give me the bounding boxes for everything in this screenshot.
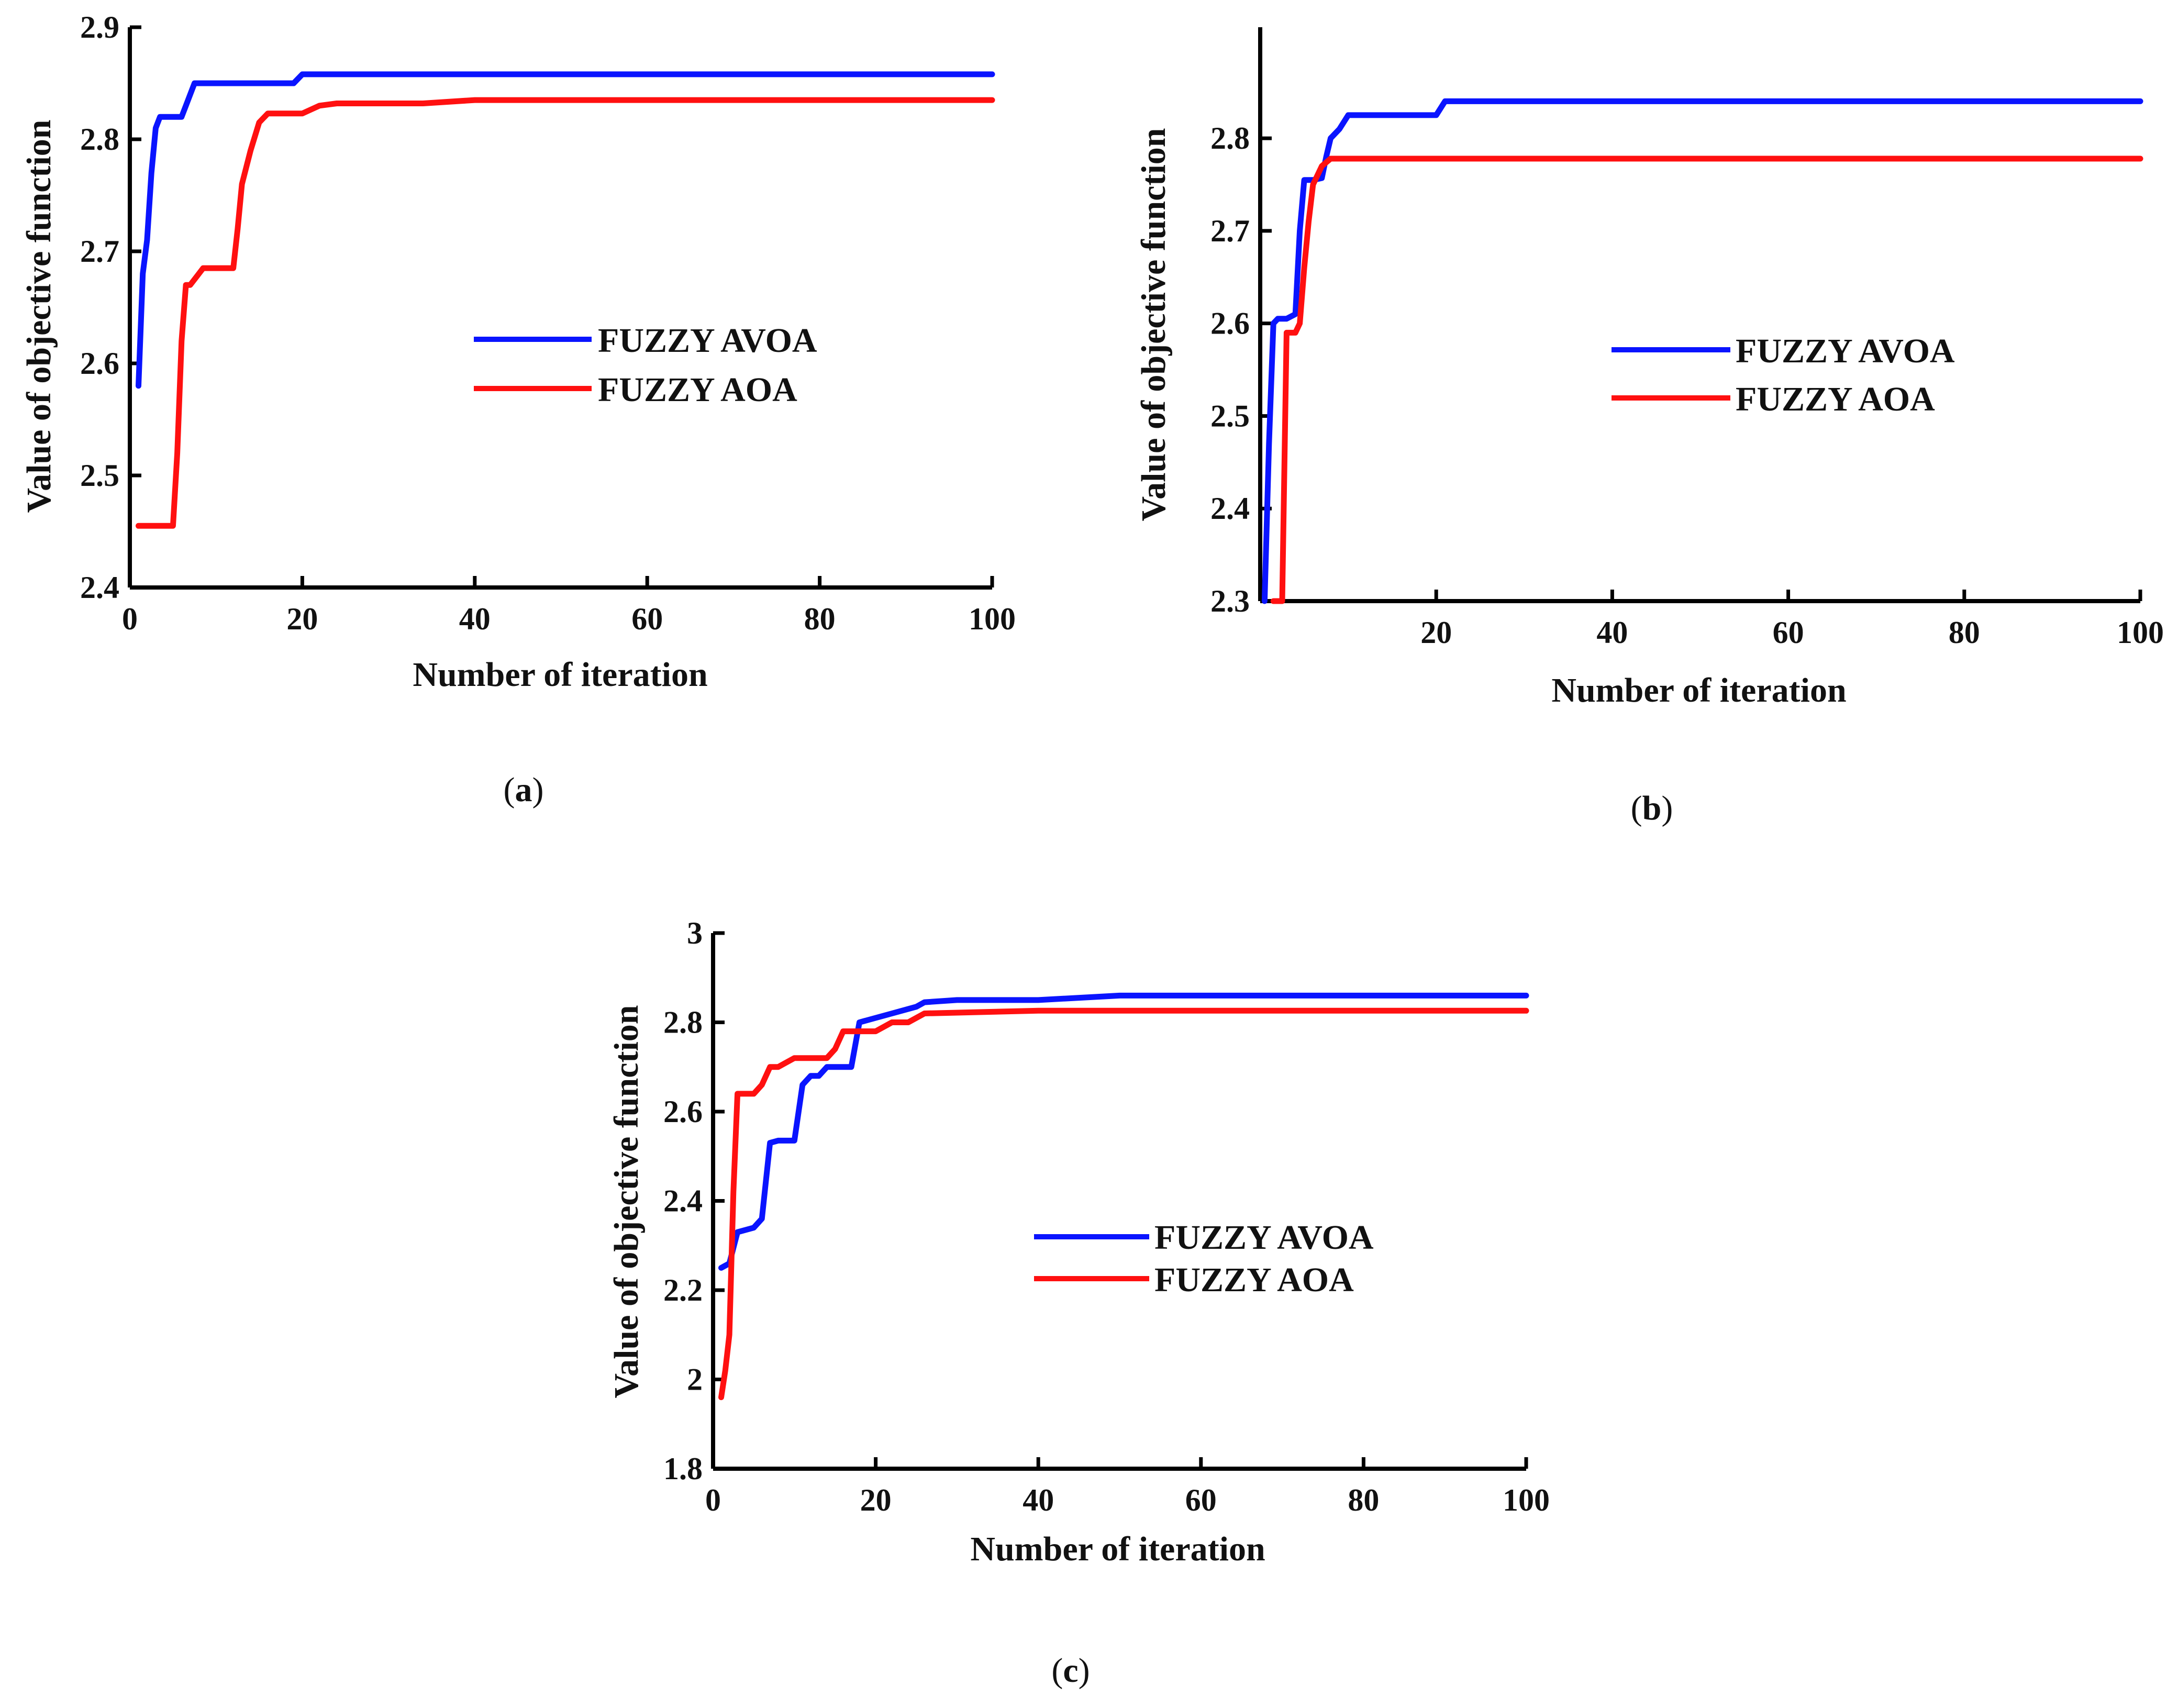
- series-line-fuzzy-avoa: [136, 71, 995, 389]
- panel-label: (c): [1051, 1651, 1090, 1690]
- y-tick-label: 2.4: [663, 1184, 703, 1218]
- y-tick-label: 2.5: [1210, 398, 1250, 433]
- x-tick-label: 100: [1503, 1483, 1550, 1517]
- series-line-fuzzy-aoa: [1270, 156, 2143, 604]
- legend: FUZZY AVOA FUZZY AOA: [1034, 1218, 1374, 1299]
- y-tick-label: 2.8: [1210, 121, 1250, 156]
- legend-label-fuzzy-avoa: FUZZY AVOA: [1154, 1218, 1374, 1257]
- y-tick-label: 1.8: [663, 1451, 703, 1486]
- x-tick-label: 20: [860, 1483, 892, 1517]
- x-tick-label: 20: [1420, 615, 1452, 650]
- y-tick-label: 2.7: [80, 234, 119, 269]
- x-tick-label: 100: [969, 602, 1016, 636]
- x-tick-label: 60: [1773, 615, 1804, 650]
- y-tick-label: 2.6: [1210, 306, 1250, 341]
- x-tick-label: 80: [804, 602, 836, 636]
- y-tick-label: 2.2: [663, 1273, 703, 1307]
- legend: FUZZY AVOA FUZZY AOA: [1612, 332, 1955, 418]
- x-tick-label: 80: [1949, 615, 1980, 650]
- y-tick-label: 2.4: [1210, 491, 1250, 526]
- y-axis-title: Value of objective function: [1135, 128, 1173, 521]
- legend-label-fuzzy-aoa: FUZZY AOA: [1154, 1261, 1354, 1299]
- x-tick-label: 40: [1596, 615, 1628, 650]
- x-tick-label: 0: [705, 1483, 721, 1517]
- x-axis-title: Number of iteration: [1551, 671, 1846, 709]
- y-tick-label: 2.7: [1210, 214, 1250, 248]
- y-axis-title: Value of objective function: [607, 1005, 646, 1398]
- x-axis-title: Number of iteration: [970, 1530, 1265, 1568]
- panel-letter: b: [1642, 789, 1662, 827]
- legend-label-fuzzy-avoa: FUZZY AVOA: [1736, 332, 1955, 370]
- x-axis-title: Number of iteration: [413, 656, 707, 694]
- x-tick-label: 60: [631, 602, 663, 636]
- series-line-fuzzy-aoa: [136, 97, 995, 529]
- chart-panel-c: Value of objective function Number of it…: [607, 916, 1550, 1690]
- x-tick-label: 0: [122, 602, 138, 636]
- chart-panel-b: Value of objective function Number of it…: [1135, 27, 2164, 827]
- legend-label-fuzzy-aoa: FUZZY AOA: [598, 371, 797, 409]
- y-tick-label: 2.5: [80, 458, 119, 493]
- x-tick-label: 60: [1185, 1483, 1217, 1517]
- legend: FUZZY AVOA FUZZY AOA: [474, 321, 817, 409]
- y-tick-label: 2.8: [80, 122, 119, 157]
- legend-label-fuzzy-aoa: FUZZY AOA: [1736, 380, 1935, 418]
- x-tick-label: 40: [1023, 1483, 1054, 1517]
- chart-panel-a: Value of objective function Number of it…: [20, 10, 1016, 809]
- panel-label: (a): [504, 771, 544, 809]
- y-tick-label: 2.6: [80, 346, 119, 381]
- x-tick-label: 80: [1348, 1483, 1379, 1517]
- y-tick-label: 2.9: [80, 10, 119, 45]
- series-line-fuzzy-avoa: [718, 992, 1529, 1271]
- y-tick-label: 3: [687, 916, 703, 950]
- y-tick-label: 2.3: [1210, 584, 1250, 618]
- y-tick-label: 2.6: [663, 1094, 703, 1129]
- y-tick-label: 2.8: [663, 1005, 703, 1040]
- x-tick-label: 100: [2117, 615, 2164, 650]
- x-tick-label: 20: [286, 602, 318, 636]
- panel-letter: a: [515, 771, 532, 809]
- y-axis-title: Value of objective function: [20, 119, 58, 513]
- y-tick-label: 2: [687, 1362, 703, 1397]
- y-tick-label: 2.4: [80, 570, 119, 605]
- panel-label: (b): [1631, 789, 1673, 827]
- panel-letter: c: [1063, 1651, 1078, 1690]
- series-line-fuzzy-aoa: [718, 1007, 1529, 1401]
- x-tick-label: 40: [459, 602, 491, 636]
- legend-label-fuzzy-avoa: FUZZY AVOA: [598, 321, 817, 360]
